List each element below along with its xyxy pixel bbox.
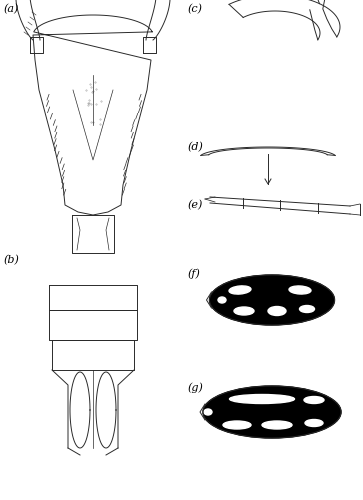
Ellipse shape xyxy=(234,307,254,315)
Text: (d): (d) xyxy=(188,142,204,152)
Ellipse shape xyxy=(268,306,286,316)
Ellipse shape xyxy=(223,421,251,429)
Text: (f): (f) xyxy=(188,268,201,278)
Text: (b): (b) xyxy=(4,255,20,266)
Text: (c): (c) xyxy=(188,4,203,14)
Ellipse shape xyxy=(299,306,314,312)
Ellipse shape xyxy=(229,394,294,404)
Ellipse shape xyxy=(209,275,334,325)
Ellipse shape xyxy=(218,297,226,303)
Ellipse shape xyxy=(229,286,251,294)
Ellipse shape xyxy=(203,386,341,438)
Ellipse shape xyxy=(262,421,292,429)
Text: (a): (a) xyxy=(4,4,19,14)
Text: (e): (e) xyxy=(188,200,203,210)
Ellipse shape xyxy=(304,396,324,404)
Ellipse shape xyxy=(305,420,323,426)
Ellipse shape xyxy=(204,409,212,415)
Text: (g): (g) xyxy=(188,382,204,392)
Ellipse shape xyxy=(289,286,311,294)
